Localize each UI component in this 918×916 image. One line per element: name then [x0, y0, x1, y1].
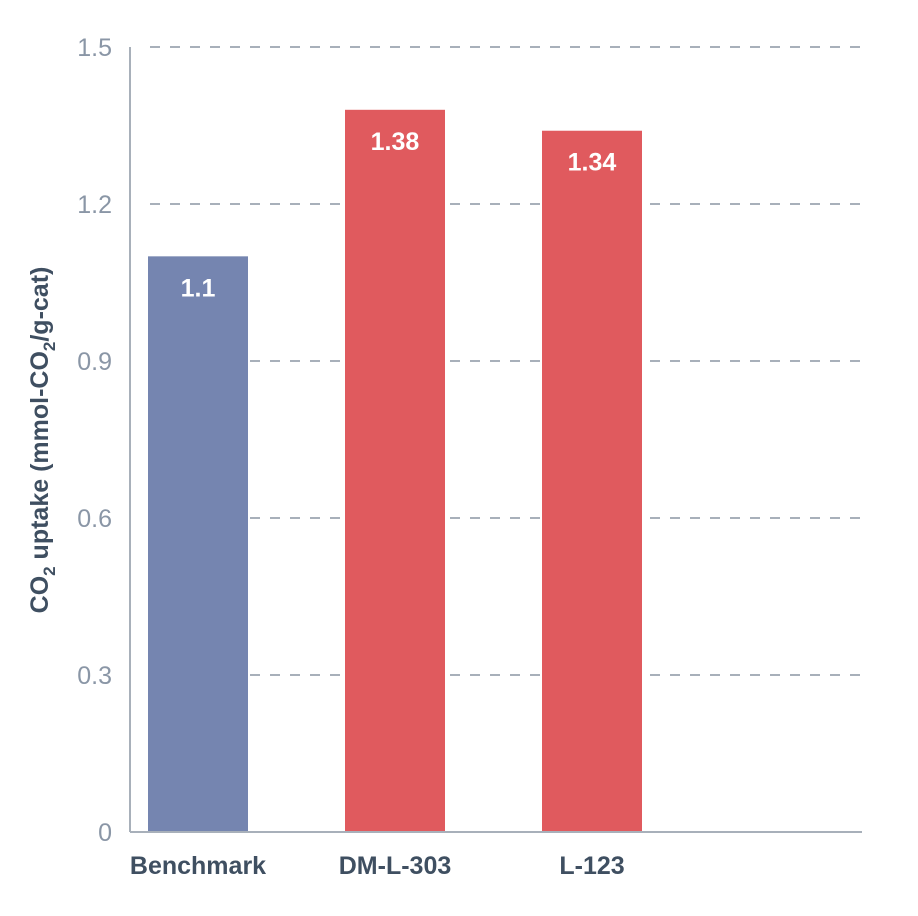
y-tick-label-4: 1.2 [77, 191, 112, 219]
y-axis-title-prefix: CO [26, 576, 54, 614]
category-label-0: Benchmark [130, 852, 266, 880]
bar-dm-l-303 [345, 109, 445, 833]
y-axis-title-subscript-1: 2 [40, 566, 59, 575]
y-tick-label-2: 0.6 [77, 505, 112, 533]
y-axis-title: CO2 uptake (mmol-CO2/g-cat) [26, 267, 59, 614]
y-tick-label-3: 0.9 [77, 348, 112, 376]
bar-data-labels: 1.1 1.38 1.34 [181, 128, 617, 303]
y-tick-label-1: 0.3 [77, 662, 112, 690]
y-axis-title-subscript-2: 2 [40, 342, 59, 351]
y-axis-title-middle: uptake (mmol-CO [26, 351, 54, 566]
bar-l-123 [542, 130, 642, 832]
y-tick-labels: 0 0.3 0.6 0.9 1.2 1.5 [77, 34, 112, 847]
axes [129, 47, 862, 833]
data-label-1: 1.38 [371, 128, 420, 156]
y-axis-title-suffix: /g-cat) [26, 267, 54, 342]
gridlines [150, 46, 862, 676]
x-category-labels: Benchmark DM-L-303 L-123 [130, 852, 625, 880]
bar-benchmark [148, 256, 248, 832]
category-label-2: L-123 [559, 852, 624, 880]
data-label-2: 1.34 [568, 149, 617, 177]
y-tick-label-5: 1.5 [77, 34, 112, 62]
category-label-1: DM-L-303 [339, 852, 452, 880]
bars [148, 109, 642, 833]
data-label-0: 1.1 [181, 274, 216, 302]
y-tick-label-0: 0 [98, 819, 112, 847]
